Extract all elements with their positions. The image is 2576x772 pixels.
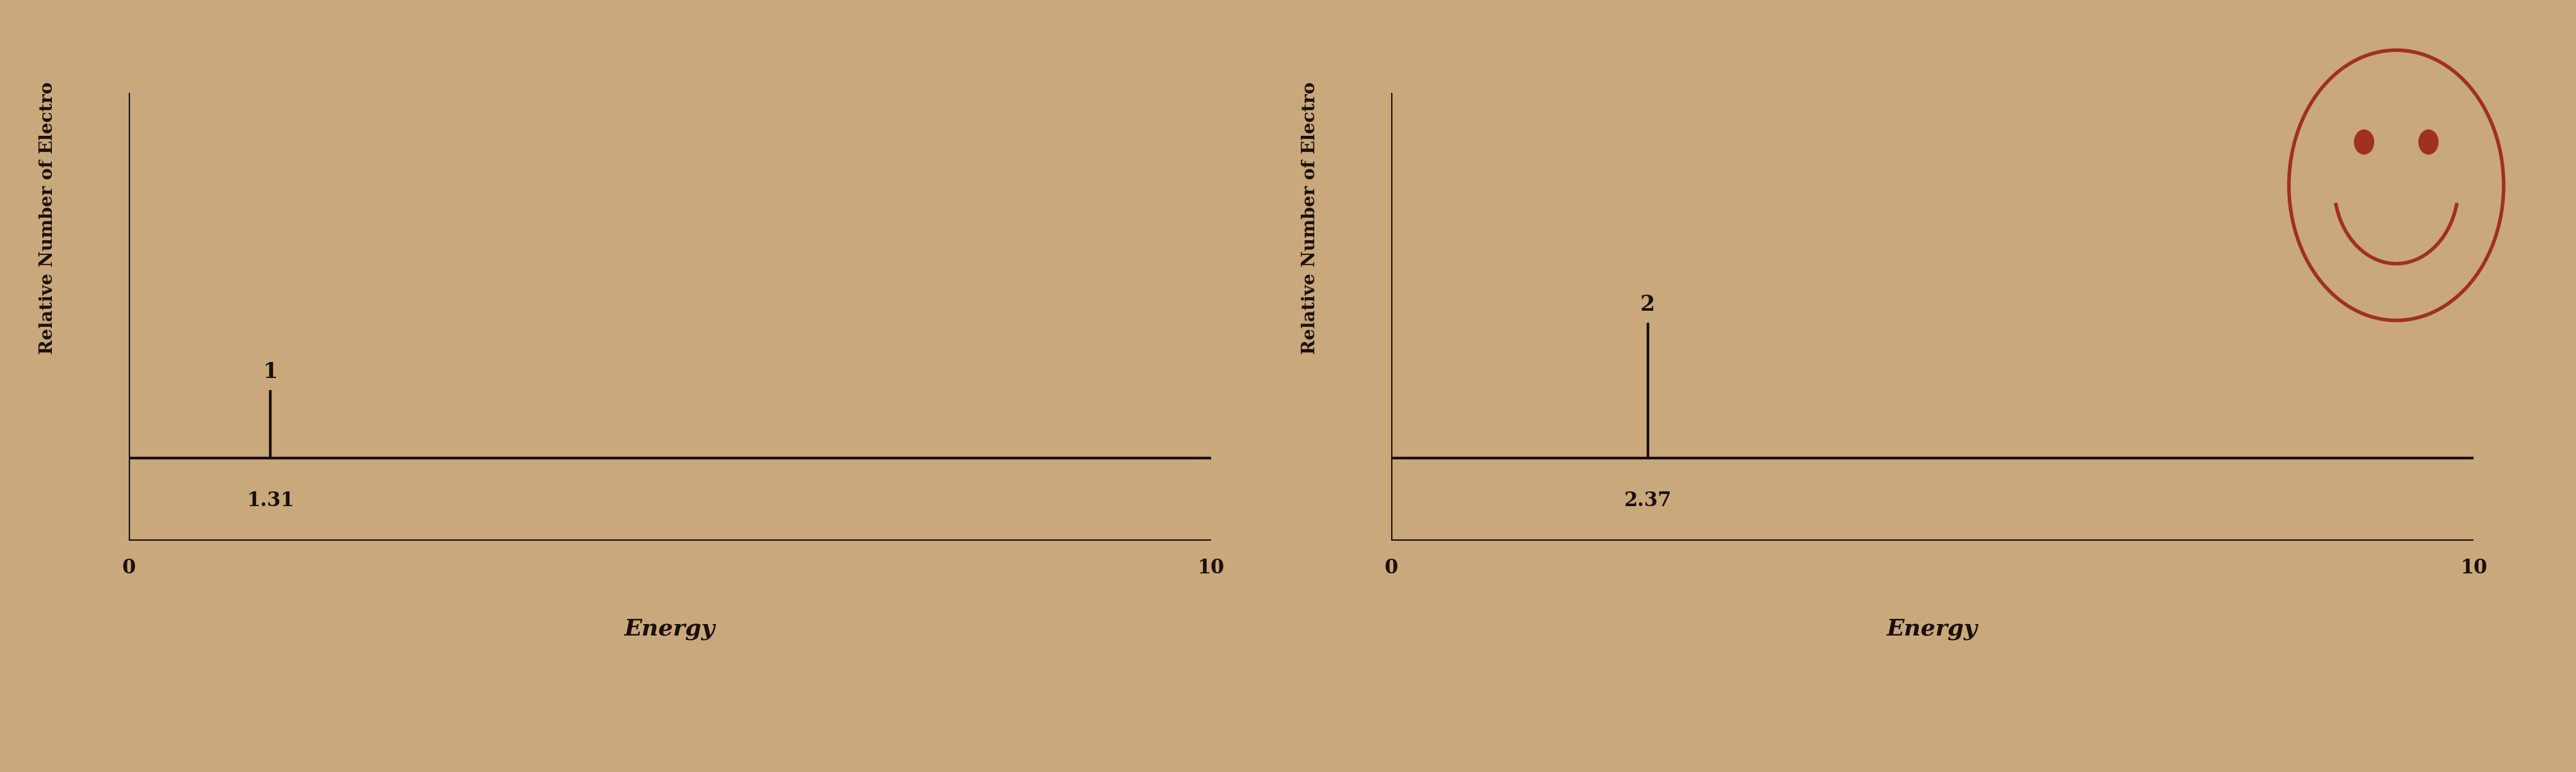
- Text: Energy: Energy: [623, 618, 716, 640]
- Text: 1.31: 1.31: [247, 491, 294, 511]
- Text: 0: 0: [1383, 558, 1399, 578]
- Text: Relative Number of Electro: Relative Number of Electro: [1301, 82, 1319, 354]
- Text: 0: 0: [121, 558, 137, 578]
- Text: Relative Number of Electro: Relative Number of Electro: [39, 82, 57, 354]
- Text: 10: 10: [2460, 558, 2486, 578]
- Text: 2: 2: [1641, 294, 1654, 315]
- Text: 1: 1: [263, 361, 278, 382]
- Text: 2.37: 2.37: [1623, 491, 1672, 511]
- Text: 10: 10: [1198, 558, 1224, 578]
- Circle shape: [2354, 130, 2372, 154]
- Text: Energy: Energy: [1886, 618, 1978, 640]
- Circle shape: [2419, 130, 2437, 154]
